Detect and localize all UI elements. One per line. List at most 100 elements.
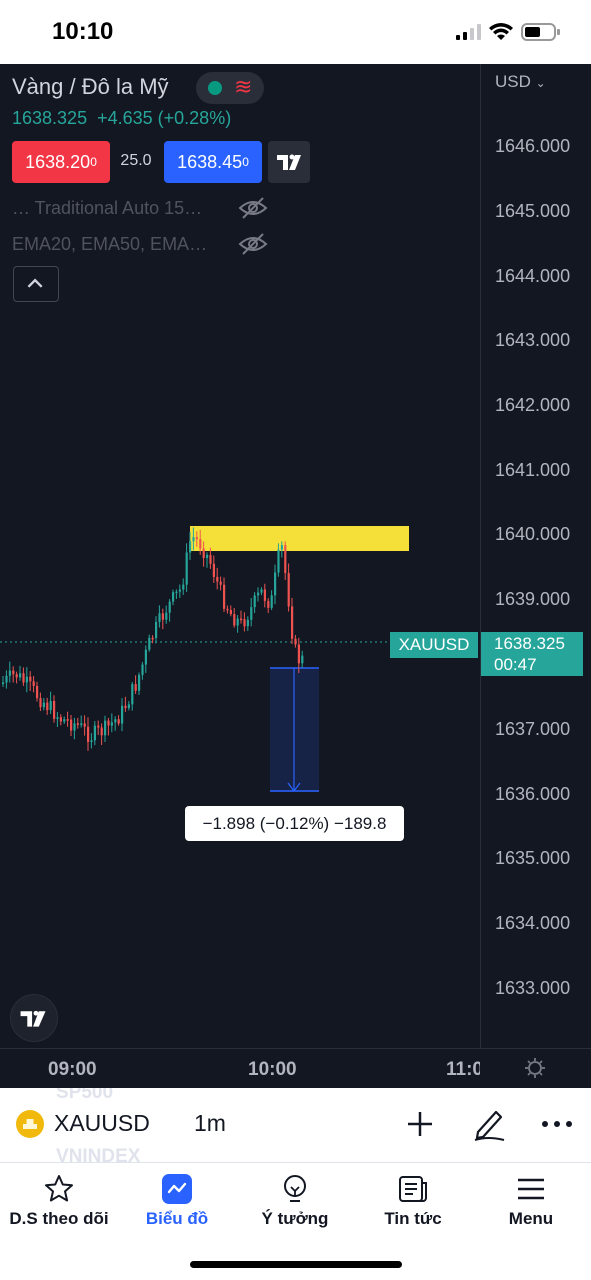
candle-up	[73, 723, 76, 731]
battery-icon	[521, 23, 560, 41]
more-options-icon[interactable]	[540, 1112, 574, 1136]
candle-up	[301, 655, 304, 664]
candle-up	[131, 684, 134, 705]
symbol-price-tag: XAUUSD	[390, 632, 478, 658]
candle-down	[151, 637, 154, 640]
menu-icon	[518, 1178, 544, 1200]
last-price: 1638.325	[12, 108, 88, 128]
candle-up	[280, 545, 283, 550]
candle-up	[165, 612, 168, 620]
plus-icon[interactable]	[404, 1108, 436, 1140]
candle-down	[212, 563, 215, 577]
candle-down	[202, 548, 205, 559]
candle-down	[223, 584, 226, 609]
time-axis[interactable]: 09:00 10:00 11:0	[0, 1048, 591, 1088]
ghost-symbol: VNINDEX	[56, 1146, 141, 1162]
star-icon	[45, 1175, 73, 1202]
tradingview-broker-button[interactable]	[268, 141, 310, 183]
currency-selector[interactable]: USD ⌄	[495, 72, 546, 91]
bar-countdown: 00:47	[494, 655, 537, 674]
candle-down	[161, 613, 164, 620]
status-time: 10:10	[52, 18, 114, 45]
price-axis-label: 1641.000	[495, 460, 571, 480]
candle-down	[195, 537, 198, 540]
tab-news[interactable]: Tin tức	[354, 1163, 472, 1243]
market-status-pill[interactable]: ≋	[196, 72, 264, 104]
price-axis-label: 1633.000	[495, 978, 571, 998]
tab-label: Biểu đồ	[145, 1209, 209, 1228]
candle-up	[110, 722, 113, 726]
candle-down	[22, 673, 25, 683]
candle-up	[253, 595, 256, 608]
candle-down	[97, 725, 100, 728]
candle-down	[53, 701, 56, 719]
symbol-title[interactable]: Vàng / Đô la Mỹ	[12, 74, 169, 99]
tradingview-logo-icon	[277, 154, 301, 170]
price-change: +4.635 (+0.28%)	[97, 108, 232, 128]
candle-up	[236, 618, 239, 626]
last-price-axis-label: 1638.325 00:47	[481, 632, 583, 676]
chart-icon	[162, 1174, 192, 1204]
price-axis-label: 1644.000	[495, 266, 571, 286]
candle-down	[15, 674, 18, 678]
candle-up	[274, 572, 277, 596]
candle-down	[297, 644, 300, 664]
symbol-name[interactable]: XAUUSD	[54, 1110, 150, 1136]
tab-watchlist[interactable]: D.S theo dõi	[0, 1163, 118, 1243]
candle-up	[90, 740, 93, 743]
gear-icon[interactable]	[524, 1057, 546, 1079]
indicator-traditional-auto[interactable]: … Traditional Auto 15…	[12, 198, 203, 218]
buy-button[interactable]: 1638.45 0	[164, 141, 262, 183]
tab-chart[interactable]: Biểu đồ	[118, 1163, 236, 1243]
candle-down	[240, 618, 243, 621]
candlestick-chart[interactable]	[0, 64, 480, 1048]
candle-down	[229, 609, 232, 615]
candle-up	[49, 701, 52, 711]
eye-hidden-icon[interactable]	[238, 196, 268, 220]
price-axis-label: 1643.000	[495, 330, 571, 350]
candle-down	[219, 581, 222, 585]
pen-icon[interactable]	[472, 1106, 506, 1142]
tab-ideas[interactable]: Ý tưởng	[236, 1163, 354, 1243]
candle-up	[185, 552, 188, 585]
price-axis-label: 1635.000	[495, 848, 571, 868]
home-indicator[interactable]	[190, 1261, 402, 1268]
collapse-legend-button[interactable]	[13, 266, 59, 302]
interval-selector[interactable]: 1m	[194, 1110, 226, 1136]
candle-down	[124, 705, 127, 709]
tab-menu[interactable]: Menu	[472, 1163, 590, 1243]
chart-area[interactable]: Vàng / Đô la Mỹ ≋ 1638.325 +4.635 (+0.28…	[0, 64, 591, 1088]
price-axis[interactable]: USD ⌄ 1646.000 1645.000 1644.000 1643.000 16…	[480, 64, 591, 1048]
price-axis-label: 1634.000	[495, 913, 571, 933]
status-bar: 10:10	[0, 0, 591, 64]
candle-up	[155, 621, 158, 639]
sell-button[interactable]: 1638.20 0	[12, 141, 110, 183]
candle-up	[172, 592, 175, 602]
price-axis-label: 1640.000	[495, 524, 571, 544]
candle-up	[206, 554, 209, 559]
candle-down	[117, 719, 120, 724]
spread-value: 25.0	[120, 152, 152, 169]
chevron-down-icon: ⌄	[535, 76, 546, 90]
tradingview-logo-icon[interactable]	[10, 994, 58, 1042]
candle-up	[189, 541, 192, 553]
resistance-zone	[190, 526, 409, 551]
candle-up	[141, 664, 144, 675]
candle-down	[216, 576, 219, 582]
candle-down	[226, 608, 229, 611]
candle-up	[104, 720, 107, 736]
bottom-tab-bar: D.S theo dõi Biểu đồ Ý tưởng Tin tức	[0, 1162, 591, 1280]
candle-down	[100, 727, 103, 736]
candle-up	[8, 670, 11, 676]
candle-down	[39, 698, 42, 708]
indicator-ema[interactable]: EMA20, EMA50, EMA…	[12, 234, 208, 254]
eye-hidden-icon[interactable]	[238, 232, 268, 256]
candle-down	[76, 723, 79, 725]
candle-down	[87, 726, 90, 743]
ghost-symbol: SP500	[56, 1088, 114, 1103]
candle-up	[257, 592, 260, 596]
candle-up	[277, 549, 280, 573]
candle-down	[46, 702, 49, 711]
candle-up	[2, 682, 5, 684]
candle-up	[246, 619, 249, 627]
